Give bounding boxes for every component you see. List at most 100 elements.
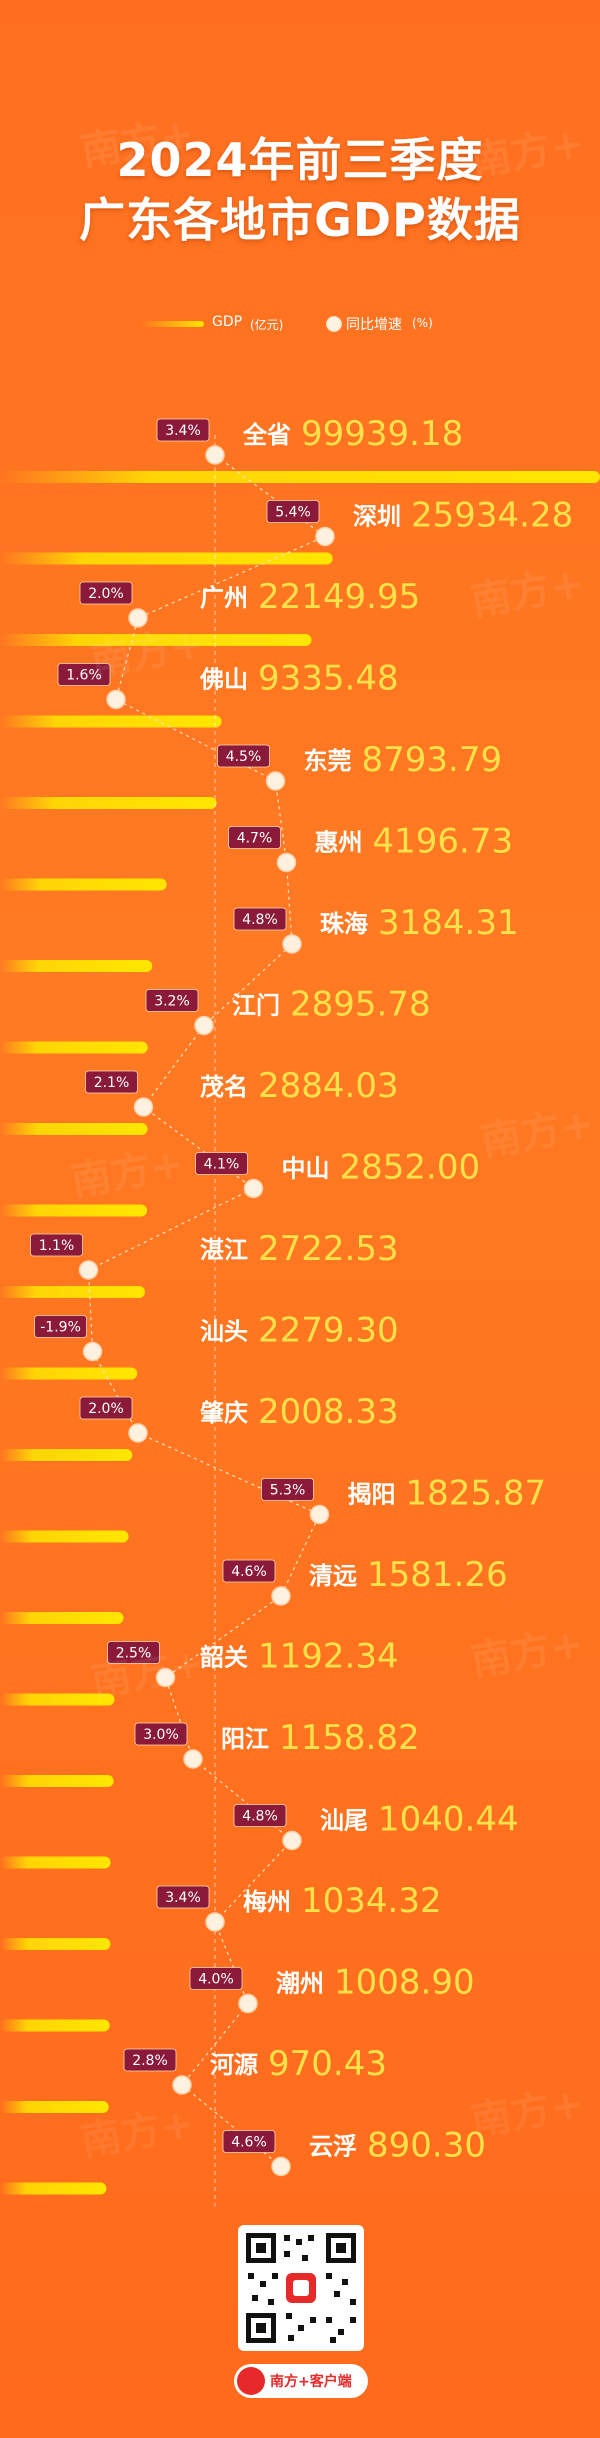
growth-dot-1 [315,526,335,547]
growth-badge-18 [156,1885,210,1909]
gdp-value-18: 1034.32 [301,1881,442,1921]
title-line-1: 2024年前三季度 [116,133,484,187]
growth-dot-4 [265,771,286,791]
growth-badge-7 [145,989,199,1012]
growth-label-6: 4.8% [242,912,278,928]
growth-dot-12 [128,1423,148,1443]
city-name-11: 汕头 [200,1318,248,1346]
growth-badge-20 [123,2048,177,2072]
city-name-9: 中山 [282,1155,330,1183]
growth-label-9: 4.1% [204,1157,240,1173]
growth-dot-11 [82,1341,103,1362]
logo-badge-icon [237,2367,265,2395]
gdp-value-1: 25934.28 [411,496,573,536]
growth-dot-3 [106,689,126,710]
gdp-value-21: 890.30 [367,2126,486,2166]
gdp-value-9: 2852.00 [340,1148,481,1188]
legend-gdp-swatch [140,321,204,327]
bar-21 [0,2182,107,2195]
gdp-value-0: 99939.18 [301,414,463,454]
city-name-0: 全省 [242,421,291,449]
gdp-value-10: 2722.53 [258,1229,399,1269]
bar-15 [0,1693,115,1706]
growth-dot-9 [243,1178,264,1199]
growth-badge-19 [189,1967,243,1990]
growth-badge-11 [34,1315,87,1338]
growth-dot-20 [172,2075,192,2095]
bar-13 [0,1530,129,1543]
growth-badge-3 [57,663,111,686]
legend-gdp-unit: (亿元) [250,318,284,332]
city-name-5: 惠州 [315,829,363,857]
growth-dot-21 [271,2156,291,2177]
growth-label-18: 3.4% [165,1890,201,1906]
city-name-8: 茂名 [200,1073,248,1101]
bar-18 [0,1938,111,1950]
gdp-value-17: 1040.44 [378,1800,519,1840]
gdp-value-8: 2884.03 [258,1066,399,1106]
growth-dot-13 [309,1504,330,1525]
growth-label-21: 4.6% [231,2135,267,2151]
gdp-value-4: 8793.79 [362,740,503,780]
city-name-4: 东莞 [304,747,352,775]
growth-dot-7 [194,1015,214,1036]
gdp-value-19: 1008.90 [334,1963,475,2003]
growth-badge-9 [195,1152,248,1175]
city-name-12: 肇庆 [200,1399,248,1427]
app-logo: 南方+客户端 [234,2364,368,2398]
gdp-value-16: 1158.82 [279,1718,420,1758]
bar-11 [0,1367,138,1380]
growth-dot-16 [183,1749,203,1769]
qr-code-icon[interactable] [238,2225,364,2351]
growth-label-11: -1.9% [40,1320,81,1336]
growth-dot-19 [238,1993,258,2014]
growth-dot-6 [282,934,302,954]
growth-dot-5 [276,852,297,873]
growth-badge-17 [233,1804,287,1827]
growth-badge-10 [30,1233,83,1257]
growth-label-17: 4.8% [242,1809,278,1825]
gdp-value-2: 22149.95 [258,577,420,617]
growth-badge-13 [261,1478,314,1501]
growth-dot-15 [155,1667,176,1688]
growth-badge-6 [233,907,287,931]
growth-label-15: 2.5% [116,1646,152,1662]
bar-20 [0,2101,109,2113]
gdp-value-3: 9335.48 [258,659,399,699]
growth-dot-14 [271,1586,291,1606]
city-name-20: 河源 [210,2051,258,2079]
city-name-17: 汕尾 [320,1807,368,1835]
legend-growth-unit: (%) [412,316,433,330]
growth-line [87,454,327,2167]
bar-19 [0,2019,110,2032]
bar-3 [0,715,222,728]
bar-8 [0,1123,148,1135]
bar-0 [0,471,600,483]
growth-badge-21 [222,2130,276,2153]
bar-2 [0,634,312,646]
city-name-21: 云浮 [309,2133,357,2161]
growth-dot-10 [78,1260,99,1280]
legend-gdp-label: GDP [212,314,243,330]
growth-dot-17 [282,1830,302,1851]
growth-badge-2 [79,581,133,605]
city-name-13: 揭阳 [348,1481,396,1509]
legend-growth-dot-icon [326,316,342,332]
city-name-14: 清远 [309,1562,357,1590]
growth-dot-18 [205,1912,225,1932]
bar-6 [0,960,153,972]
growth-label-16: 3.0% [143,1727,179,1743]
growth-label-14: 4.6% [231,1564,267,1580]
bar-1 [0,552,333,565]
growth-badge-1 [266,500,320,523]
growth-label-13: 5.3% [270,1483,306,1499]
growth-label-3: 1.6% [66,668,102,684]
gdp-value-11: 2279.30 [258,1311,399,1351]
growth-label-5: 4.7% [237,831,273,847]
growth-badge-5 [228,826,281,849]
bar-12 [0,1449,133,1461]
city-name-1: 深圳 [353,503,401,531]
city-name-7: 江门 [232,992,280,1020]
city-name-6: 珠海 [320,910,368,938]
